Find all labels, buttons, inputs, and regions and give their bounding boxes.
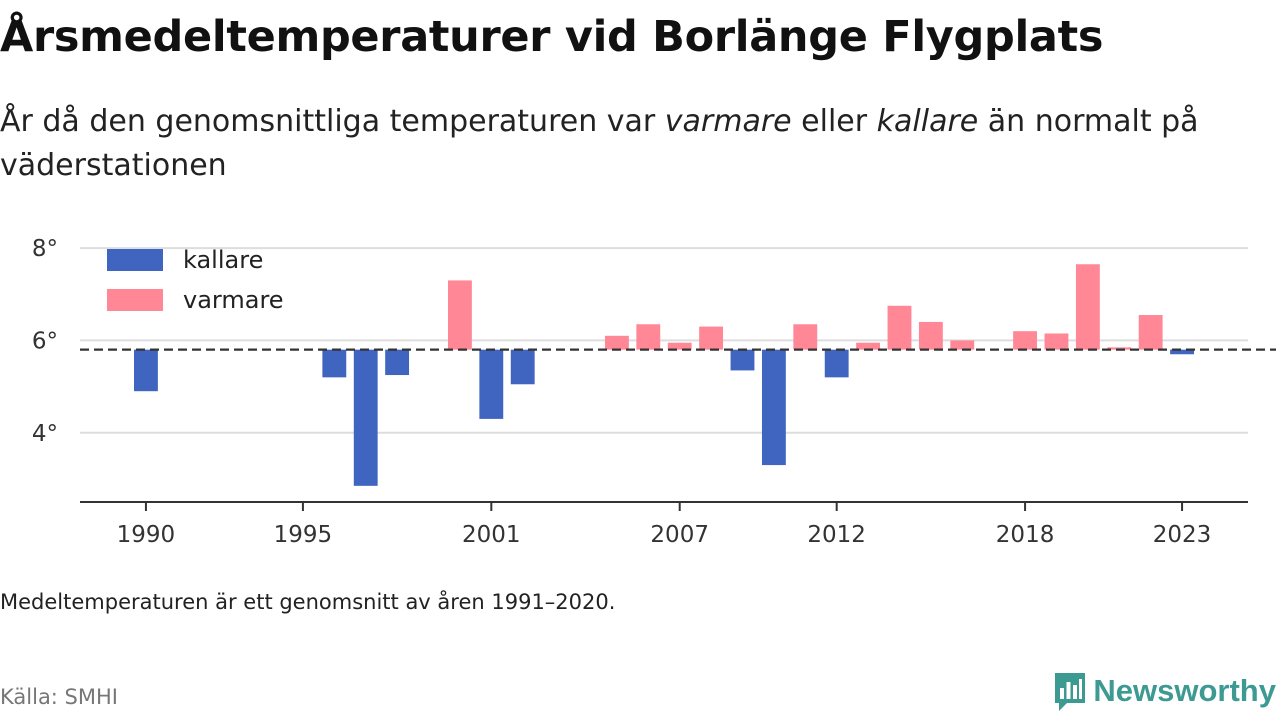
y-axis-labels: 4° 6° 8°	[32, 236, 58, 447]
x-tick-label-1995: 1995	[274, 522, 333, 548]
subtitle-text-1: År då den genomsnittliga temperaturen va…	[0, 104, 665, 139]
chart-note: Medeltemperaturen är ett genomsnitt av å…	[0, 590, 616, 614]
legend-label-warmer: varmare	[183, 286, 284, 314]
bar-2022	[1138, 315, 1163, 350]
subtitle-text-2: eller	[791, 104, 877, 139]
x-tick-label-2012: 2012	[807, 522, 866, 548]
bar-2011	[793, 324, 818, 350]
legend-swatch-warmer	[107, 289, 163, 311]
chart-logo-icon	[1055, 673, 1086, 711]
bar-1990	[134, 349, 158, 392]
chart-subtitle: År då den genomsnittliga temperaturen va…	[0, 100, 1270, 188]
bar-2014	[887, 305, 912, 350]
bar-2012	[824, 349, 849, 378]
bar-1997	[353, 349, 378, 486]
bar-2015	[918, 321, 943, 350]
x-tick-label-2018: 2018	[996, 522, 1055, 548]
y-tick-label-4: 4°	[32, 421, 58, 447]
newsworthy-logo: Newsworthy	[1053, 670, 1276, 712]
bar-2006	[636, 324, 661, 350]
y-tick-label-8: 8°	[32, 236, 58, 262]
subtitle-emphasis-colder: kallare	[876, 104, 979, 139]
bar-2009	[730, 349, 755, 371]
subtitle-emphasis-warmer: varmare	[664, 104, 792, 139]
bar-2008	[699, 326, 724, 350]
grid-lines	[80, 247, 1248, 434]
bar-2016	[950, 340, 975, 350]
x-tick-label-2001: 2001	[462, 522, 521, 548]
bar-2001	[479, 349, 504, 419]
x-tick-label-2007: 2007	[650, 522, 709, 548]
x-tick-label-2023: 2023	[1153, 522, 1212, 548]
bar-2018	[1013, 331, 1038, 350]
legend: kallare varmare	[107, 246, 284, 314]
x-axis: 1990 1995 2001 2007 2012 2018 2023	[80, 501, 1248, 548]
y-tick-label-6: 6°	[32, 328, 58, 354]
brand-name: Newsworthy	[1093, 673, 1276, 708]
bar-2023	[1170, 349, 1194, 355]
chart-title: Årsmedeltemperaturer vid Borlänge Flygpl…	[0, 12, 1104, 62]
bar-2000	[447, 280, 472, 350]
legend-label-colder: kallare	[183, 246, 263, 274]
bar-2010	[761, 349, 786, 466]
source-credit: Källa: SMHI	[0, 685, 118, 709]
bar-2019	[1044, 333, 1069, 350]
bar-2005	[604, 335, 629, 350]
bar-2007	[667, 342, 692, 350]
legend-swatch-colder	[107, 249, 163, 271]
bar-1996	[322, 349, 347, 378]
subtitle-text-3: än normalt på väderstationen	[0, 104, 1199, 183]
temperature-bar-chart: 4° 6° 8° 1990 1995 2001 2007 2012 2018 2023 kall…	[32, 236, 1276, 548]
bar-2002	[510, 349, 535, 385]
bars	[134, 264, 1194, 486]
x-tick-label-1990: 1990	[117, 522, 176, 548]
bar-2020	[1075, 264, 1100, 350]
bar-1998	[385, 349, 410, 376]
bar-2013	[856, 342, 881, 350]
bar-2021	[1107, 347, 1132, 350]
